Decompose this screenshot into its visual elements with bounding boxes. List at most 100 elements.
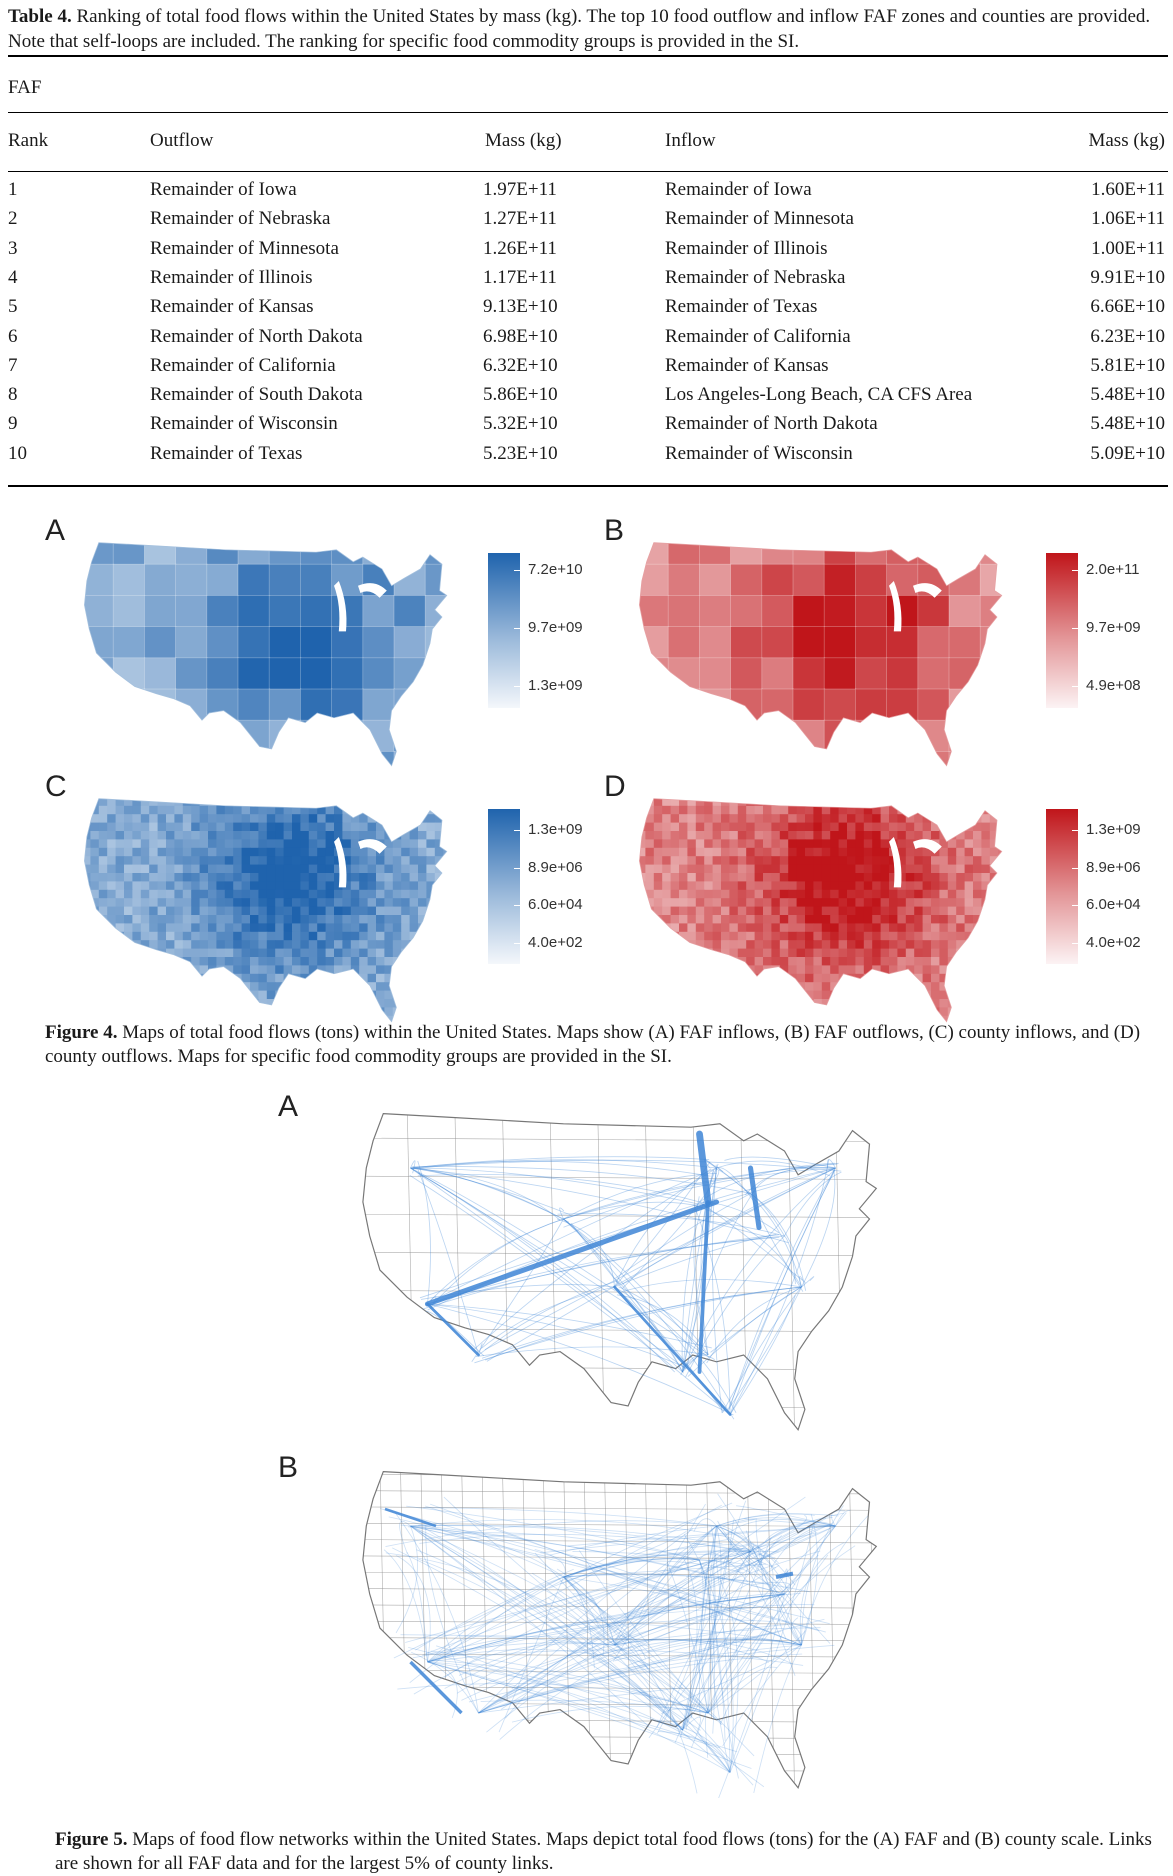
legend-label: 8.9e+06 <box>528 859 583 876</box>
legend-tick <box>1072 570 1078 571</box>
table-section-rule <box>8 112 1168 113</box>
cell-inflow: Remainder of Nebraska <box>665 266 846 288</box>
header-outflow: Outflow <box>150 130 214 151</box>
legend-label: 1.3e+09 <box>1086 821 1141 838</box>
panel-letter: B <box>278 1451 299 1484</box>
cell-outflow: Remainder of South Dakota <box>150 384 363 406</box>
cell-outflow-mass: 1.27E+11 <box>483 208 557 230</box>
table-top-rule <box>8 55 1168 57</box>
table-bottom-rule <box>8 485 1168 487</box>
legend-label: 6.0e+04 <box>528 896 583 913</box>
legend-tick <box>1072 943 1078 944</box>
cell-inflow: Remainder of Iowa <box>665 179 812 200</box>
table-row: 5 Remainder of Kansas 9.13E+10 Remainder of… <box>0 296 1173 325</box>
cell-inflow-mass: 6.66E+10 <box>1090 296 1165 318</box>
panel-letter: C <box>45 770 67 803</box>
cell-inflow: Los Angeles-Long Beach, CA CFS Area <box>665 384 973 406</box>
cell-rank: 6 <box>8 325 18 347</box>
cell-outflow-mass: 5.86E+10 <box>483 384 558 406</box>
cell-inflow-mass: 5.09E+10 <box>1090 442 1165 464</box>
cell-inflow-mass: 5.48E+10 <box>1090 384 1165 406</box>
flow-network-map <box>362 1470 878 1798</box>
legend-label: 1.3e+09 <box>528 677 583 694</box>
cell-outflow-mass: 6.98E+10 <box>483 325 558 347</box>
table-row: 3 Remainder of Minnesota 1.26E+11 Remainder… <box>0 238 1173 267</box>
header-rank: Rank <box>8 130 49 151</box>
cell-outflow: Remainder of Iowa <box>150 179 297 200</box>
legend-tick <box>514 570 520 571</box>
table-row: 1 Remainder of Iowa 1.97E+11 Remainder of I… <box>0 179 1173 208</box>
cell-inflow-mass: 5.81E+10 <box>1090 354 1165 376</box>
legend-tick <box>514 943 520 944</box>
legend-label: 2.0e+11 <box>1086 561 1140 578</box>
table-row: 6 Remainder of North Dakota 6.98E+10 Remain… <box>0 326 1173 355</box>
choropleth-map <box>84 542 448 767</box>
figure-5-caption-label: Figure 5. <box>55 1829 128 1850</box>
table-row: 10 Remainder of Texas 5.23E+10 Remainder of… <box>0 443 1173 472</box>
cell-rank: 5 <box>8 296 18 318</box>
cell-outflow: Remainder of Illinois <box>150 266 313 288</box>
cell-outflow-mass: 5.32E+10 <box>483 413 558 435</box>
cell-rank: 1 <box>8 179 18 200</box>
cell-inflow-mass: 9.91E+10 <box>1090 266 1165 288</box>
legend-color-bar <box>488 809 520 964</box>
cell-outflow: Remainder of Texas <box>150 442 303 464</box>
flow-network-map <box>362 1112 878 1432</box>
header-outflow-mass: Mass (kg) <box>485 130 562 151</box>
cell-rank: 3 <box>8 237 18 259</box>
table-section-label: FAF <box>8 77 42 98</box>
legend-color-bar <box>1046 809 1078 964</box>
panel-letter: A <box>45 514 66 547</box>
legend-tick <box>1072 905 1078 906</box>
cell-rank: 4 <box>8 266 18 288</box>
cell-inflow-mass: 1.06E+11 <box>1091 208 1165 230</box>
table-caption: Table 4. Ranking of total food flows wit… <box>8 4 1166 54</box>
legend-label: 4.0e+02 <box>1086 934 1141 951</box>
table-caption-label: Table 4. <box>8 6 72 27</box>
legend-tick <box>1072 686 1078 687</box>
table-header-rule <box>8 171 1168 172</box>
legend-tick <box>514 868 520 869</box>
cell-rank: 8 <box>8 384 18 406</box>
cell-inflow: Remainder of Kansas <box>665 354 829 376</box>
panel-letter: B <box>604 514 625 547</box>
legend-color-bar <box>1046 553 1078 708</box>
cell-outflow-mass: 1.26E+11 <box>483 237 557 259</box>
cell-inflow: Remainder of North Dakota <box>665 413 878 435</box>
cell-rank: 10 <box>8 442 27 464</box>
legend-label: 7.2e+10 <box>528 561 583 578</box>
legend-label: 9.7e+09 <box>528 619 583 636</box>
cell-outflow: Remainder of Minnesota <box>150 237 339 259</box>
legend-label: 4.9e+08 <box>1086 677 1141 694</box>
legend-tick <box>514 830 520 831</box>
panel-letter: A <box>278 1090 299 1123</box>
legend-color-bar <box>488 553 520 708</box>
cell-inflow: Remainder of Wisconsin <box>665 442 853 464</box>
legend-tick <box>514 686 520 687</box>
cell-outflow: Remainder of Nebraska <box>150 208 331 230</box>
legend-tick <box>1072 868 1078 869</box>
cell-inflow: Remainder of Texas <box>665 296 818 318</box>
cell-inflow: Remainder of Minnesota <box>665 208 854 230</box>
legend-tick <box>1072 628 1078 629</box>
table-row: 9 Remainder of Wisconsin 5.32E+10 Remainder… <box>0 413 1173 442</box>
legend-tick <box>1072 830 1078 831</box>
cell-inflow: Remainder of Illinois <box>665 237 828 259</box>
cell-inflow: Remainder of California <box>665 325 851 347</box>
cell-outflow: Remainder of North Dakota <box>150 325 363 347</box>
table-caption-text: Ranking of total food flows within the U… <box>8 6 1151 52</box>
cell-outflow: Remainder of California <box>150 354 336 376</box>
cell-outflow: Remainder of Wisconsin <box>150 413 338 435</box>
cell-inflow-mass: 6.23E+10 <box>1090 325 1165 347</box>
figure-5-caption-text: Maps of food flow networks within the Un… <box>55 1829 1152 1874</box>
cell-inflow-mass: 1.00E+11 <box>1091 237 1165 259</box>
legend-label: 9.7e+09 <box>1086 619 1141 636</box>
table-row: 8 Remainder of South Dakota 5.86E+10 Los An… <box>0 384 1173 413</box>
table-row: 7 Remainder of California 6.32E+10 Remainde… <box>0 355 1173 384</box>
legend-tick <box>514 905 520 906</box>
cell-rank: 7 <box>8 354 18 376</box>
cell-outflow-mass: 5.23E+10 <box>483 442 558 464</box>
cell-rank: 2 <box>8 208 18 230</box>
legend-label: 8.9e+06 <box>1086 859 1141 876</box>
header-inflow: Inflow <box>665 130 716 151</box>
